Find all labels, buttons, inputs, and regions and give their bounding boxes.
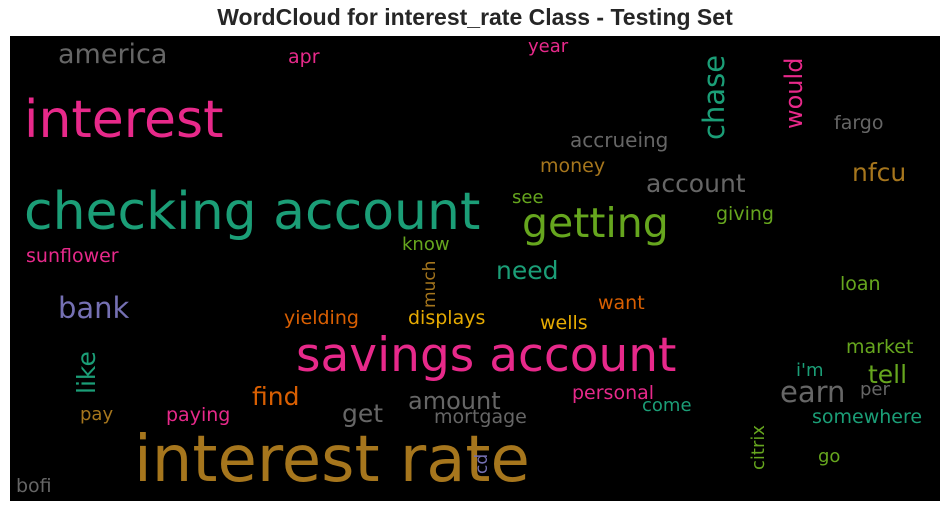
word-earn: earn [780,375,846,409]
word-citrix: citrix [748,424,769,470]
word-come: come [642,395,692,416]
word-interest-rate: interest rate [134,423,530,497]
word-interest: interest [24,90,224,150]
word-money: money [540,155,606,177]
word-cloud: interest rate savings account checking a… [10,36,940,501]
word-get: get [342,399,384,428]
word-much: much [420,260,440,308]
word-chase: chase [697,54,731,140]
word-apr: apr [288,46,320,68]
word-yielding: yielding [284,307,359,329]
word-account: account [646,169,746,198]
word-america: america [58,39,168,70]
word-checking-account: checking account [24,182,481,242]
word-amount: amount [408,387,501,415]
word-market: market [846,336,914,358]
word-tell: tell [868,360,908,389]
word-paying: paying [166,404,231,426]
word-displays: displays [408,307,486,329]
word-need: need [496,256,559,285]
word-mortgage: mortgage [434,406,527,428]
word-know: know [402,234,450,255]
word-wells: wells [540,312,588,334]
chart-title: WordCloud for interest_rate Class - Test… [217,4,733,30]
word-accrueing: accrueing [570,128,669,152]
word-getting: getting [522,199,669,247]
word-personal: personal [572,382,655,404]
word-fargo: fargo [834,112,884,134]
word-pay: pay [80,404,114,425]
word-savings-account: savings account [296,328,677,383]
word-go: go [818,446,841,467]
word-cd: cd [472,453,492,474]
word-sunflower: sunflower [26,245,119,267]
word-im: i'm [796,360,824,381]
word-would: would [780,57,808,129]
word-somewhere: somewhere [812,406,923,428]
word-see: see [512,187,544,208]
word-bofi: bofi [16,475,52,497]
word-loan: loan [840,273,881,295]
word-year: year [528,36,569,57]
word-bank: bank [58,291,130,325]
word-want: want [598,292,645,314]
word-giving: giving [716,203,774,225]
word-find: find [252,382,300,411]
word-per: per [860,379,890,400]
word-like: like [72,351,101,394]
word-nfcu: nfcu [852,158,907,187]
